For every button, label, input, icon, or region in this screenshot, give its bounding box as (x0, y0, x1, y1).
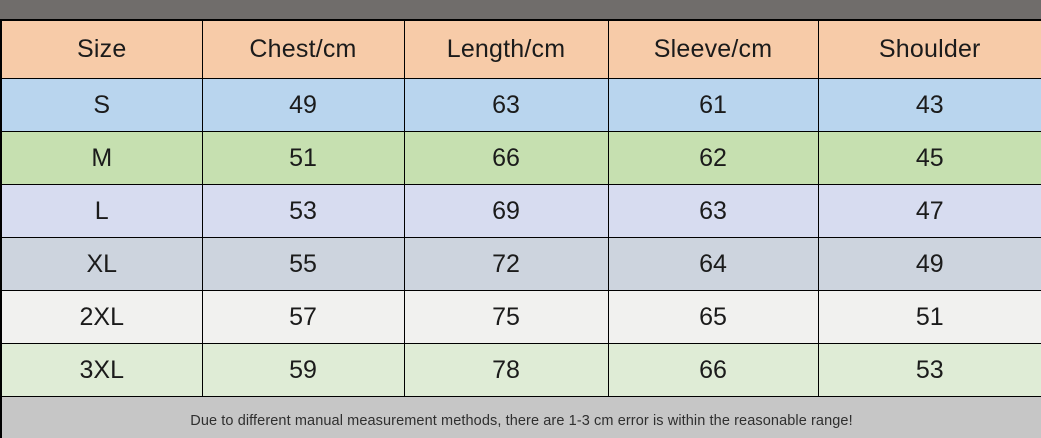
cell-length: 78 (403, 343, 609, 397)
cell-shoulder: 49 (817, 237, 1041, 291)
cell-chest: 53 (201, 184, 405, 238)
table-row: M 51 66 62 45 (0, 131, 1041, 185)
cell-chest: 57 (201, 290, 405, 344)
cell-size: XL (0, 237, 203, 291)
column-header-sleeve: Sleeve/cm (607, 19, 819, 79)
cell-shoulder: 47 (817, 184, 1041, 238)
cell-chest: 49 (201, 78, 405, 132)
column-header-chest: Chest/cm (201, 19, 405, 79)
cell-sleeve: 61 (607, 78, 819, 132)
cell-sleeve: 63 (607, 184, 819, 238)
cell-size: 3XL (0, 343, 203, 397)
cell-sleeve: 62 (607, 131, 819, 185)
cell-length: 69 (403, 184, 609, 238)
cell-length: 72 (403, 237, 609, 291)
cell-length: 66 (403, 131, 609, 185)
table-row: 3XL 59 78 66 53 (0, 343, 1041, 397)
cell-size: S (0, 78, 203, 132)
table-footnote-row: Due to different manual measurement meth… (0, 396, 1041, 438)
cell-sleeve: 65 (607, 290, 819, 344)
cell-shoulder: 43 (817, 78, 1041, 132)
cell-shoulder: 53 (817, 343, 1041, 397)
cell-size: L (0, 184, 203, 238)
cell-size: 2XL (0, 290, 203, 344)
table-row: L 53 69 63 47 (0, 184, 1041, 238)
measurement-disclaimer: Due to different manual measurement meth… (0, 396, 1041, 438)
table-row: S 49 63 61 43 (0, 78, 1041, 132)
cell-chest: 55 (201, 237, 405, 291)
cell-shoulder: 51 (817, 290, 1041, 344)
column-header-shoulder: Shoulder (817, 19, 1041, 79)
column-header-size: Size (0, 19, 203, 79)
cell-sleeve: 64 (607, 237, 819, 291)
table-header-row: Size Chest/cm Length/cm Sleeve/cm Should… (0, 19, 1041, 79)
cell-size: M (0, 131, 203, 185)
cell-chest: 51 (201, 131, 405, 185)
column-header-length: Length/cm (403, 19, 609, 79)
table-row: 2XL 57 75 65 51 (0, 290, 1041, 344)
cell-sleeve: 66 (607, 343, 819, 397)
cell-chest: 59 (201, 343, 405, 397)
table-row: XL 55 72 64 49 (0, 237, 1041, 291)
top-gray-bar (0, 0, 1041, 19)
cell-length: 75 (403, 290, 609, 344)
cell-shoulder: 45 (817, 131, 1041, 185)
cell-length: 63 (403, 78, 609, 132)
size-chart-table: Size Chest/cm Length/cm Sleeve/cm Should… (0, 19, 1041, 438)
